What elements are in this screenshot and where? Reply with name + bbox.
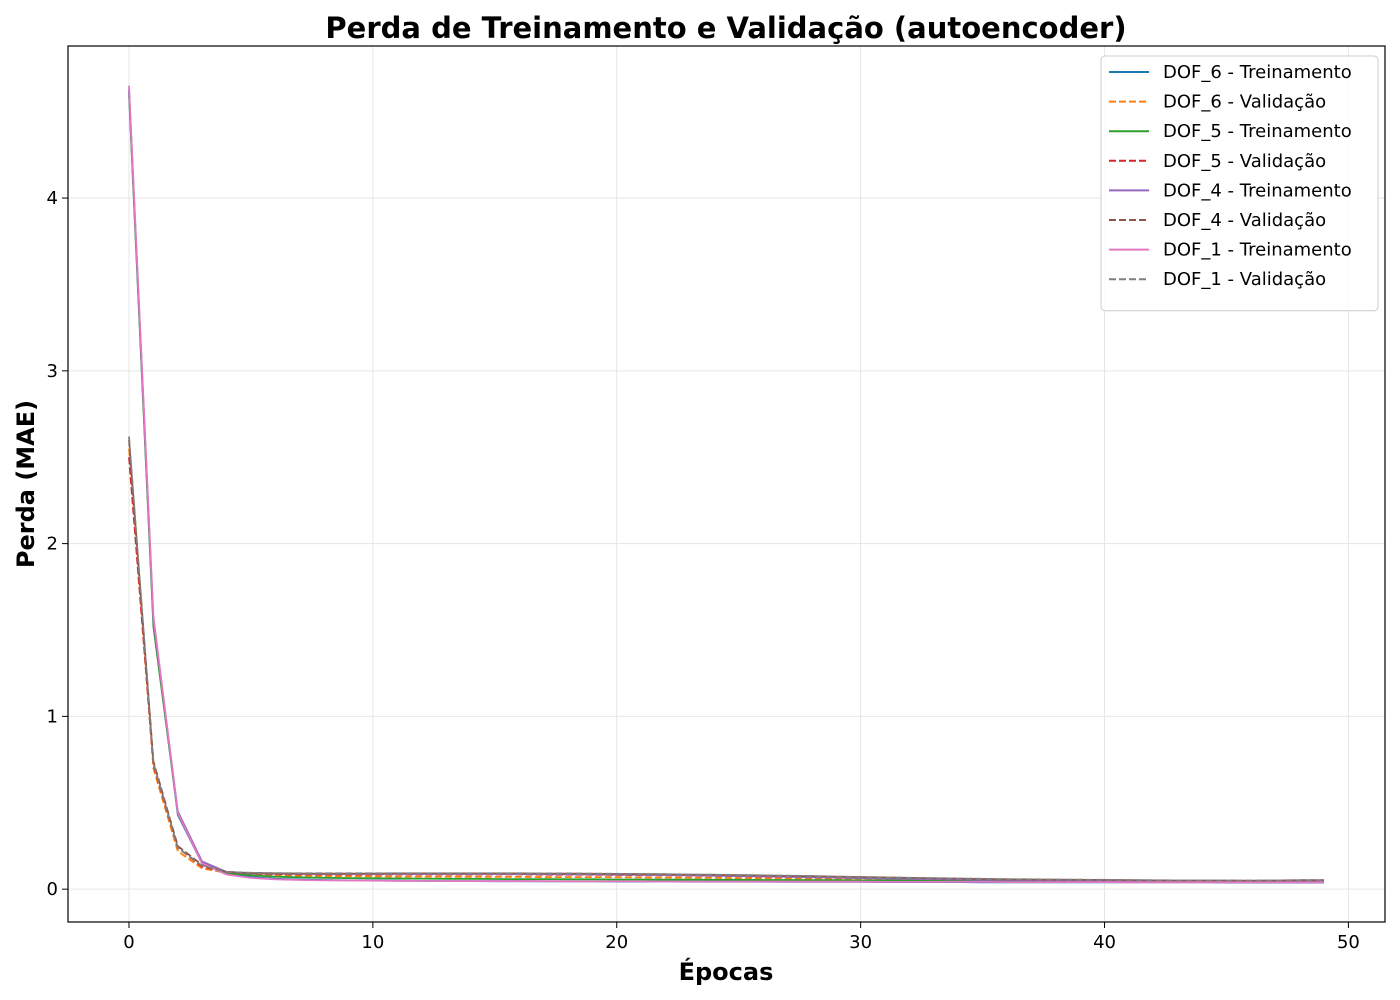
legend-entry-label: DOF_4 - Treinamento	[1163, 180, 1352, 201]
legend-entry-label: DOF_6 - Validação	[1163, 92, 1326, 113]
series-lines	[128, 85, 1325, 884]
legend-box	[1100, 55, 1379, 312]
legend: DOF_6 - Treinamento DOF_6 - Validação DOF_…	[1100, 55, 1379, 312]
x-tick-label: 10	[361, 932, 384, 953]
x-tick-label: 50	[1337, 932, 1360, 953]
legend-entry-label: DOF_6 - Treinamento	[1163, 62, 1352, 83]
legend-entry-label: DOF_1 - Validação	[1163, 269, 1326, 290]
series-line-dof-5-valida-o	[128, 457, 1324, 882]
plot-area	[67, 45, 1386, 923]
x-tick-label: 30	[849, 932, 872, 953]
legend-entry-label: DOF_4 - Validação	[1163, 210, 1326, 231]
axis-ticks: 0 10 20 30 40 50 0 1 2 3 4	[47, 188, 1360, 953]
y-axis-label: Perda (MAE)	[12, 400, 40, 568]
series-line-dof-6-valida-o	[128, 448, 1325, 883]
x-axis-label: Épocas	[679, 957, 774, 986]
chart-title: Perda de Treinamento e Validação (autoen…	[325, 11, 1126, 45]
y-tick-label: 3	[47, 361, 58, 382]
series-line-dof-1-treinamento	[128, 85, 1324, 884]
series-line-dof-1-valida-o	[128, 436, 1324, 882]
y-tick-label: 1	[47, 706, 58, 727]
y-tick-label: 0	[47, 879, 58, 900]
legend-entry-label: DOF_5 - Treinamento	[1163, 121, 1352, 142]
x-tick-label: 20	[605, 932, 628, 953]
legend-entry-label: DOF_5 - Validação	[1163, 151, 1326, 172]
x-tick-label: 0	[123, 932, 134, 953]
legend-entry-label: DOF_1 - Treinamento	[1163, 240, 1352, 261]
y-tick-label: 4	[47, 188, 58, 209]
series-line-dof-4-valida-o	[128, 439, 1324, 882]
y-tick-label: 2	[47, 534, 58, 555]
x-tick-label: 40	[1093, 932, 1116, 953]
